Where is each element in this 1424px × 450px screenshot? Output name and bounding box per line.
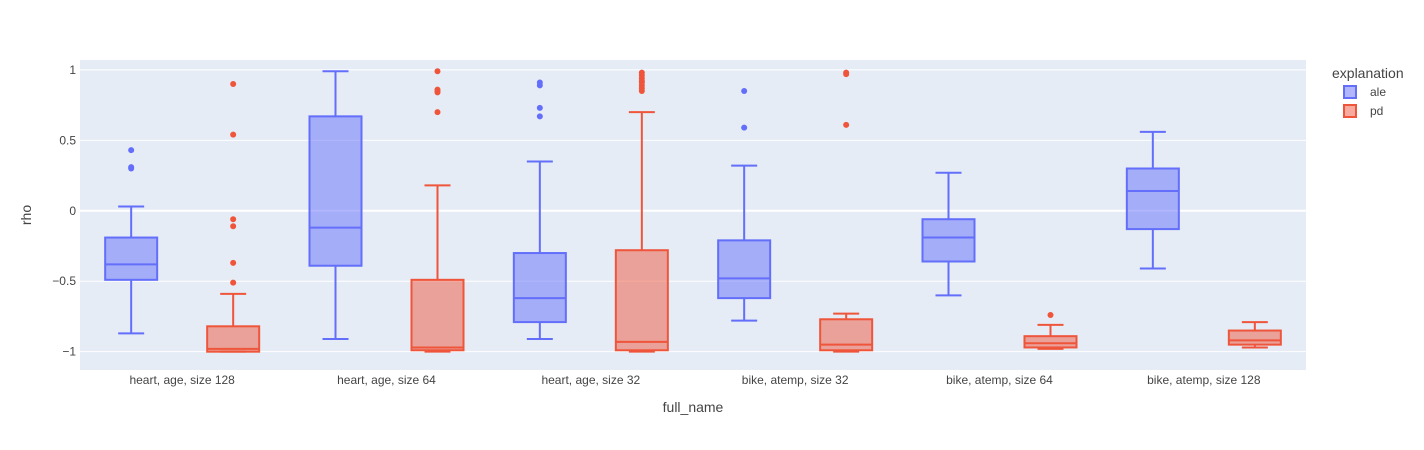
legend[interactable]: explanation ale pd [1332,65,1404,118]
box-ale-1[interactable] [308,70,363,340]
box-pd-3[interactable] [819,69,874,353]
outlier-point [434,68,441,75]
box-ale-0[interactable] [104,147,159,335]
box-ale-5[interactable] [1125,130,1180,270]
legend-swatch [1343,104,1357,118]
y-tick-label: 0 [69,204,76,218]
outlier-point [128,165,135,172]
outlier-point [638,88,645,94]
box-pd-0[interactable] [206,80,261,353]
x-tick-label: heart, age, size 128 [129,373,235,387]
boxes[interactable] [104,68,1282,353]
box-ale-4[interactable] [921,171,976,297]
box-ale-3[interactable] [717,88,772,322]
legend-swatch [1343,85,1357,99]
y-tick-labels: 1 0.5 0 −0.5 −1 [52,63,76,359]
outlier-point [741,88,748,94]
box-body [1227,329,1282,346]
y-tick-label: 0.5 [59,133,76,147]
outlier-point [230,80,237,87]
legend-item-ale[interactable]: ale [1343,85,1386,99]
box-pd-5[interactable] [1227,321,1282,349]
box-body [1023,335,1078,349]
box-body [206,325,261,353]
y-tick-label: −0.5 [52,274,76,288]
box-body [717,239,772,300]
x-tick-label: heart, age, size 64 [337,373,436,387]
legend-title: explanation [1332,65,1404,81]
box-ale-2[interactable] [512,79,567,340]
outlier-point [230,279,237,286]
box-body [614,249,669,352]
y-tick-label: −1 [62,345,76,359]
x-axis-title: full_name [663,399,724,415]
x-tick-label: bike, atemp, size 128 [1147,373,1261,387]
outlier-point [230,223,237,230]
outlier-point [128,147,135,154]
plot-background [80,60,1306,370]
outlier-point [230,131,237,138]
box-pd-4[interactable] [1023,312,1078,350]
box-body [1125,167,1180,231]
outlier-point [1047,312,1054,319]
outlier-point [536,82,543,89]
x-tick-label: bike, atemp, size 64 [946,373,1053,387]
outlier-point [843,121,850,128]
outlier-point [741,124,748,131]
outlier-point [536,113,543,120]
outlier-point [536,104,543,111]
outlier-point [843,71,850,78]
legend-item-pd[interactable]: pd [1343,104,1383,118]
x-tick-label: heart, age, size 32 [541,373,640,387]
box-pd-1[interactable] [410,68,465,353]
y-tick-label: 1 [69,63,76,77]
box-body [512,252,567,324]
outlier-point [434,109,441,116]
outlier-point [230,216,237,223]
box-pd-2[interactable] [614,69,669,353]
box-body [308,115,363,267]
legend-label: ale [1370,85,1386,99]
x-tick-labels: heart, age, size 128 heart, age, size 64 h… [129,373,1260,387]
box-body [410,278,465,352]
y-gridlines [80,69,1306,353]
box-body [104,236,159,281]
legend-label: pd [1370,104,1383,118]
outlier-point [230,259,237,266]
box-body [921,218,976,263]
y-axis-title: rho [18,205,34,225]
outlier-point [434,89,441,96]
x-tick-label: bike, atemp, size 32 [742,373,849,387]
